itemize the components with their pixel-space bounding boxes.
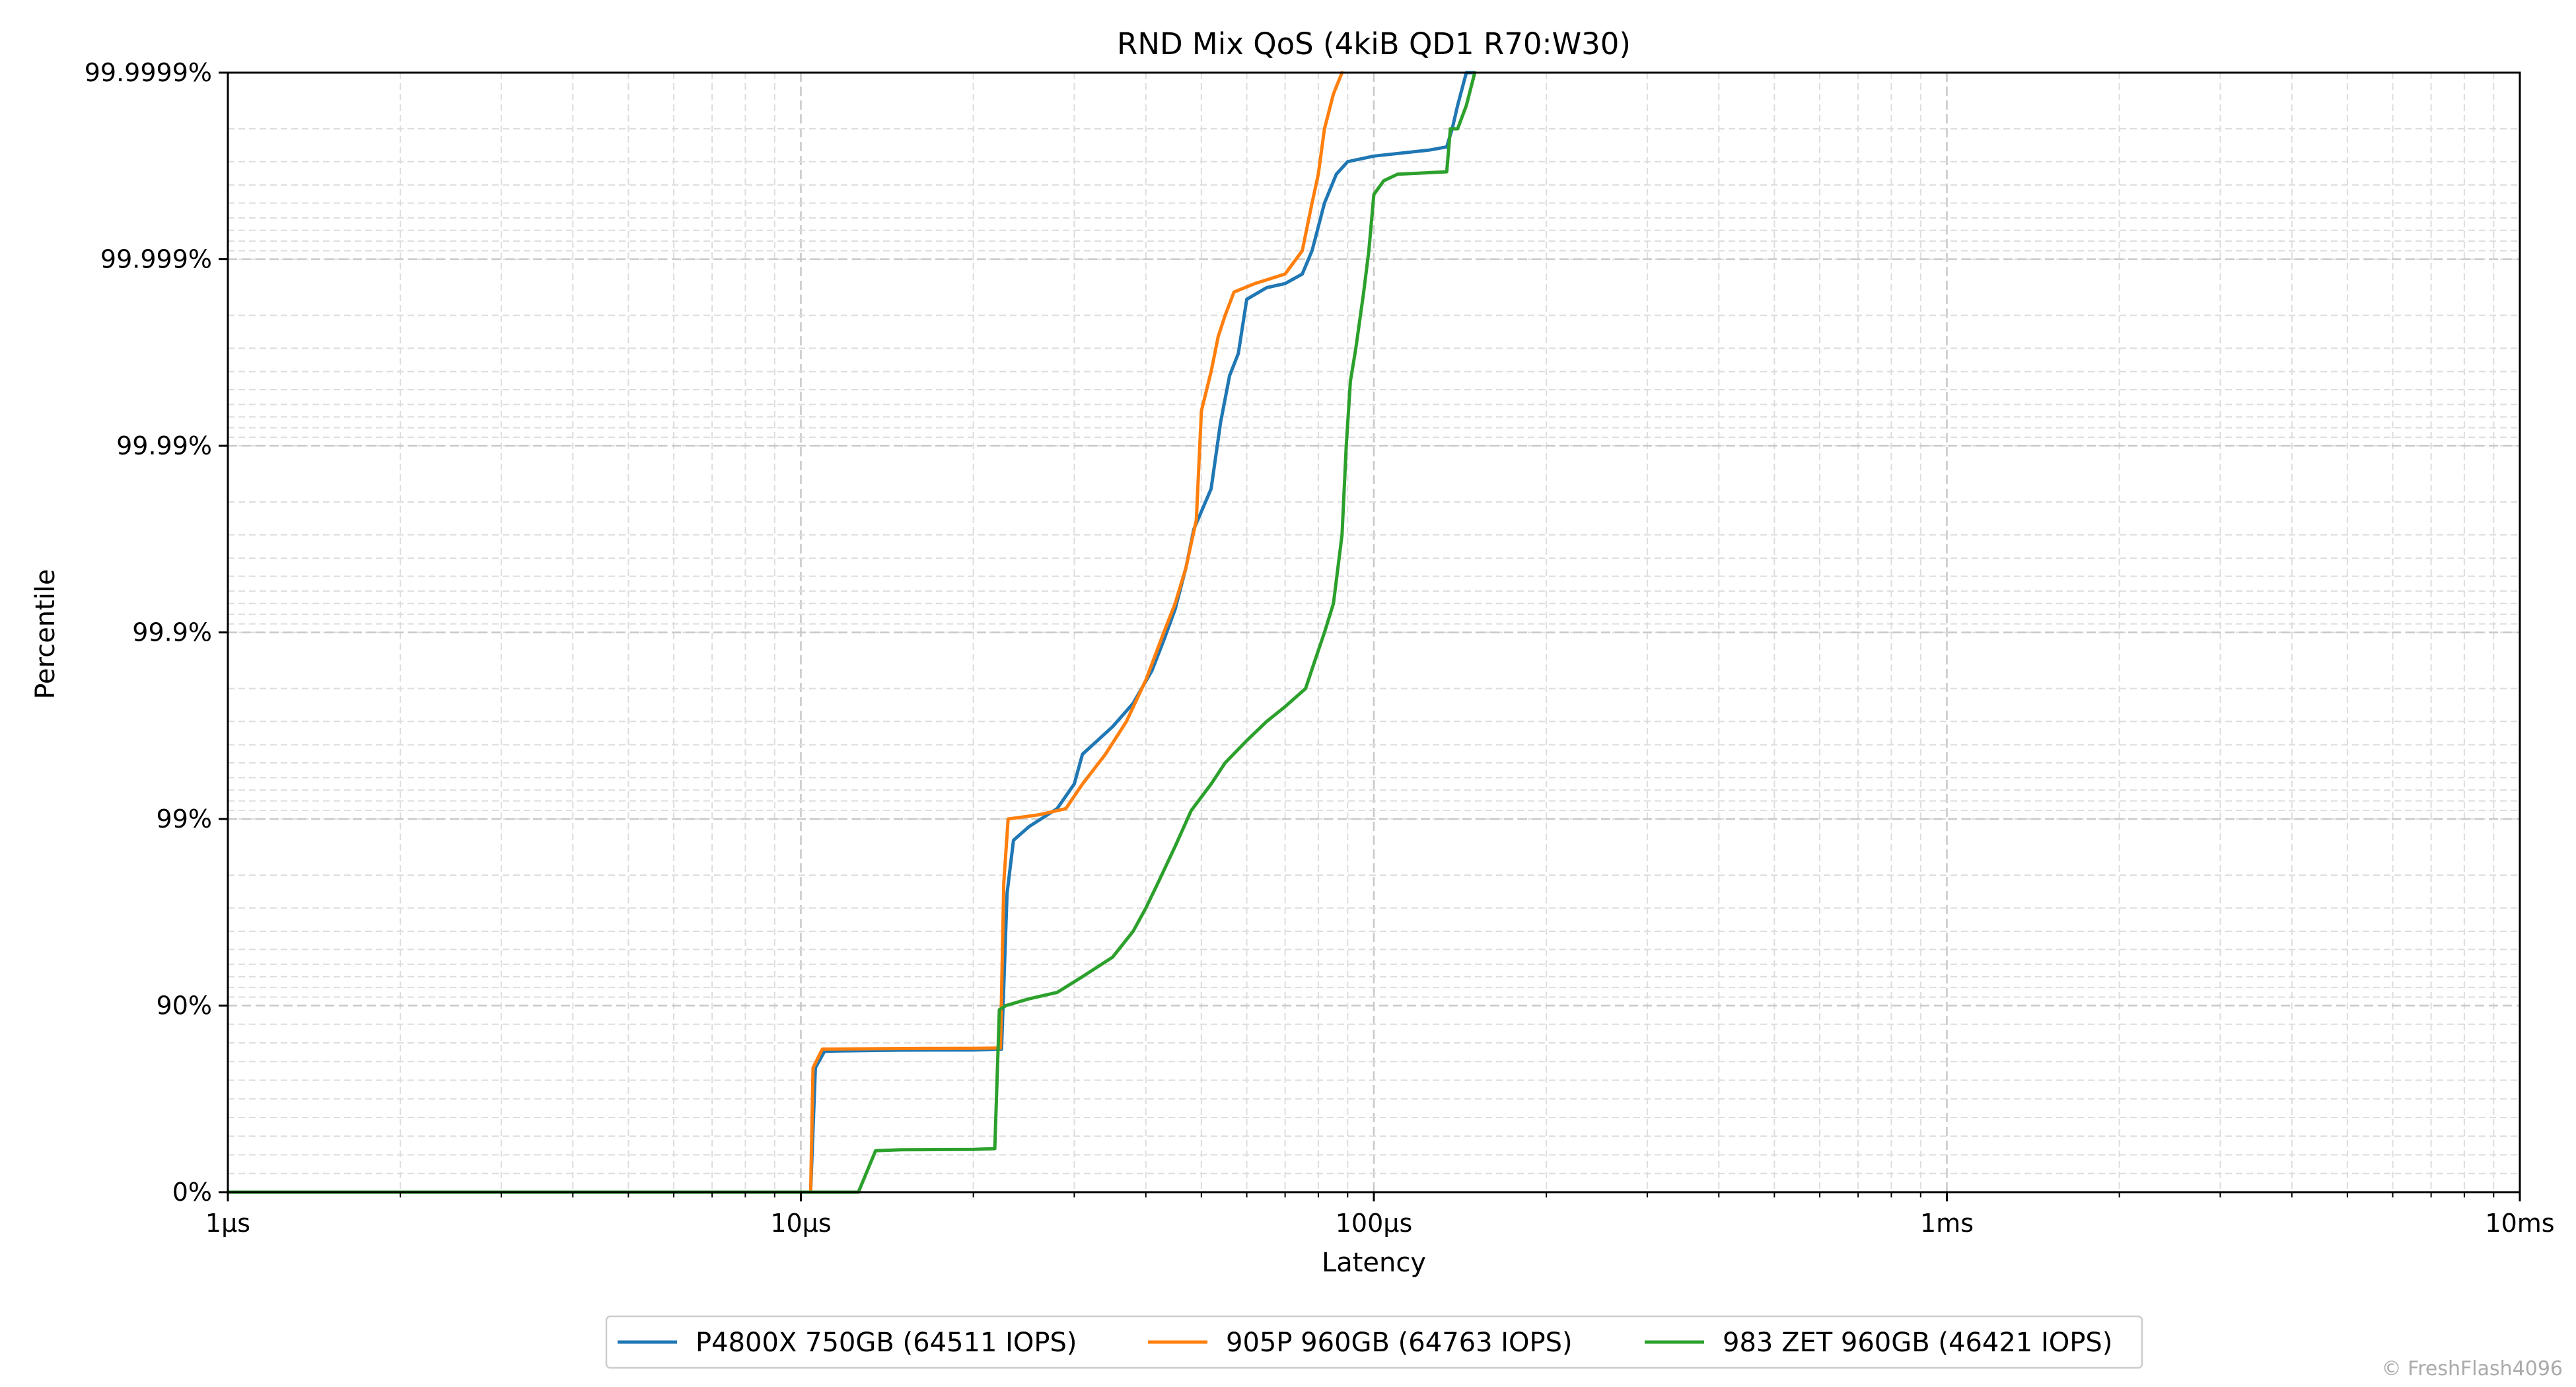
x-axis-label: Latency [1322,1248,1426,1278]
series-lines [226,71,1477,1194]
y-tick-label: 90% [157,991,212,1020]
legend-frame [605,1315,2143,1369]
series-line-2 [226,71,1344,1194]
x-tick-label: 10ms [2485,1209,2554,1238]
y-tick-label: 99.9999% [85,58,212,87]
y-tick-label: 99.9% [132,618,212,647]
legend: P4800X 750GB (64511 IOPS) 905P 960GB (647… [605,1315,2143,1369]
x-tick-label: 100µs [1336,1209,1413,1238]
legend-label-1: P4800X 750GB (64511 IOPS) [696,1328,1077,1358]
y-tick-label: 99.99% [116,431,212,460]
x-tick-label: 1ms [1920,1209,1974,1238]
x-axis-ticks: 1µs 10µs 100µs 1ms 10ms [205,1192,2555,1238]
legend-label-2: 905P 960GB (64763 IOPS) [1226,1328,1573,1358]
x-tick-label: 10µs [770,1209,831,1238]
y-axis-label: Percentile [30,569,61,699]
y-tick-label: 0% [172,1178,212,1207]
x-tick-label: 1µs [205,1209,250,1238]
y-tick-label: 99% [157,804,212,834]
grid-lines [227,71,2521,1193]
series-line-3 [226,71,1477,1194]
chart-title: RND Mix QoS (4kiB QD1 R70:W30) [1117,26,1631,61]
watermark: © FreshFlash4096 [2382,1357,2563,1380]
legend-label-3: 983 ZET 960GB (46421 IOPS) [1723,1328,2112,1358]
y-axis-ticks: 0% 90% 99% 99.9% 99.99% 99.999% 99.9999% [85,58,228,1207]
y-tick-label: 99.999% [100,245,212,274]
